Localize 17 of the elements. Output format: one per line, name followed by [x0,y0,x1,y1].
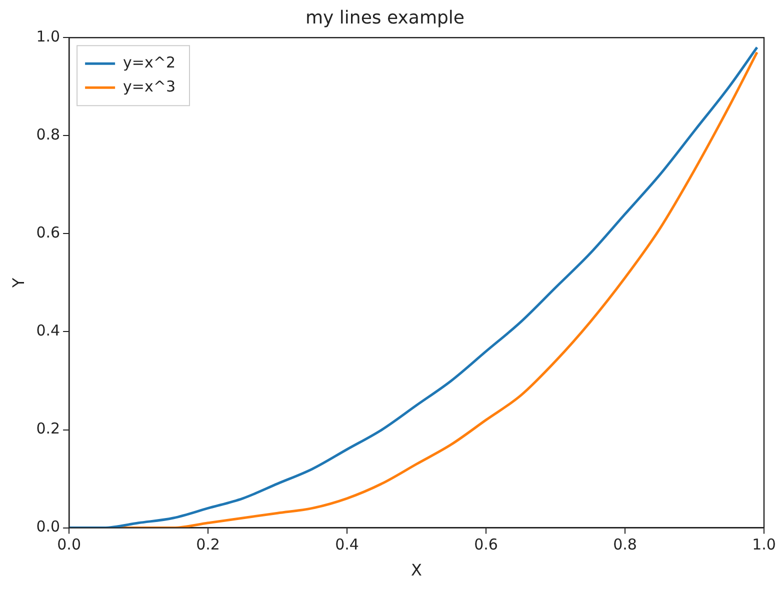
x-axis-title: X [411,560,422,580]
legend-label: y=x^2 [123,53,176,72]
chart-title: my lines example [306,7,464,28]
y-tick-label: 0.4 [36,322,60,340]
x-tick-label: 0.2 [196,536,220,554]
x-tick-label: 1.0 [752,536,776,554]
legend-label: y=x^3 [123,77,176,96]
y-tick-label: 0.8 [36,126,60,144]
x-tick-label: 0.6 [474,536,498,554]
y-axis-title: Y [8,278,28,289]
x-tick-label: 0.4 [335,536,359,554]
y-tick-label: 1.0 [36,27,60,46]
x-tick-label: 0.0 [57,536,81,554]
x-tick-label: 0.8 [613,536,637,554]
y-tick-label: 0.0 [36,518,60,536]
y-tick-label: 0.2 [36,420,60,438]
y-tick-label: 0.6 [36,224,60,242]
